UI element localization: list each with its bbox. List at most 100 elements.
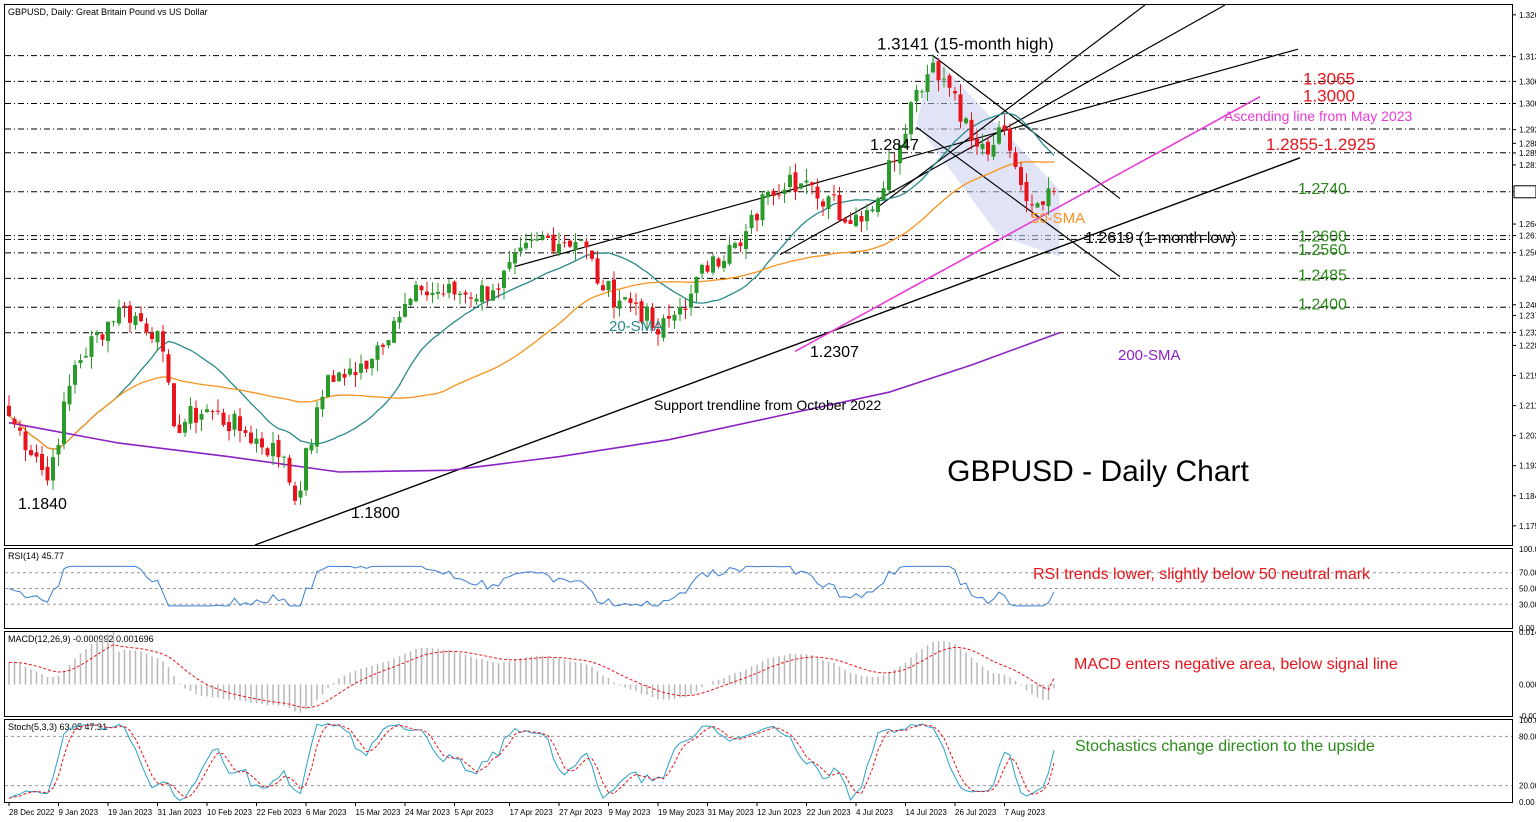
candle-body <box>909 102 913 135</box>
stoch-tick-label: 80.00 <box>1519 732 1536 741</box>
candle-body <box>452 281 457 295</box>
level-label: 1.3141 (15-month high) <box>877 35 1054 54</box>
candle-body <box>799 183 803 189</box>
candle-body <box>986 141 990 155</box>
candle-body <box>78 360 83 364</box>
candle-body <box>788 174 792 187</box>
candle-body <box>375 345 380 360</box>
candle-body <box>249 432 253 444</box>
macd-panel-frame <box>4 631 1513 717</box>
last-price-box <box>1513 185 1536 199</box>
date-tick-label: 7 Aug 2023 <box>1005 808 1046 817</box>
price-tick-label: 1.23760 <box>1519 311 1536 320</box>
candle-body <box>975 139 979 147</box>
price-tick-label: 1.24850 <box>1519 274 1536 283</box>
candle-body <box>1041 201 1045 205</box>
candle-body <box>997 127 1001 144</box>
candle-body <box>650 307 655 328</box>
candle-body <box>562 242 567 244</box>
candle-body <box>892 160 897 162</box>
date-tick-label: 19 Jan 2023 <box>108 808 153 817</box>
candle-body <box>117 307 121 324</box>
candle-body <box>606 280 611 291</box>
candle-body <box>672 314 677 321</box>
candle-body <box>590 250 594 259</box>
price-tick-label: 1.25608 <box>1519 249 1536 258</box>
candle-body <box>342 373 347 378</box>
candle-body <box>810 182 814 186</box>
candle-body <box>969 119 974 141</box>
candle-body <box>645 306 649 321</box>
candle-body <box>271 442 275 457</box>
candle-body <box>194 407 198 423</box>
level-label: 1.3065 <box>1303 69 1355 88</box>
macd-header: MACD(12,26,9) -0.000992 0.001696 <box>8 634 154 644</box>
rsi-line <box>8 565 1055 607</box>
price-axis: 1.32610 1.31378 1.30650 1.30000 1.29230 1.288… <box>1512 11 1536 531</box>
candle-body <box>881 188 886 201</box>
candle-body <box>496 288 501 290</box>
macd-tick-label: -0.008520 <box>1519 712 1536 721</box>
candle-body <box>601 285 605 291</box>
candle-body <box>337 372 341 382</box>
level-label: 1.2400 <box>1298 296 1347 313</box>
candle-body <box>1046 188 1051 207</box>
candle-body <box>485 286 490 301</box>
macd-indicator: 0.014200 0.000000 -0.008520 MACD enters neg… <box>8 628 1536 721</box>
stoch-k-line <box>8 722 1055 802</box>
price-levels <box>5 55 1512 334</box>
candle-body <box>238 416 242 431</box>
candle-body <box>386 340 391 346</box>
candle-body <box>491 290 495 301</box>
candle-body <box>106 321 110 341</box>
annotation-low-2619: 1.2619 (1-month low) <box>1085 230 1236 247</box>
rsi-tick-label: 70.00 <box>1519 569 1536 578</box>
candle-body <box>667 315 671 319</box>
date-tick-label: 12 Jun 2023 <box>757 808 802 817</box>
candle-body <box>282 456 286 458</box>
annotation-sma200: 200-SMA <box>1118 347 1181 364</box>
candle-body <box>777 194 781 196</box>
price-tick-label: 1.20220 <box>1519 432 1536 441</box>
candle-body <box>771 190 776 196</box>
date-tick-label: 27 Apr 2023 <box>559 808 603 817</box>
candle-body <box>722 261 726 268</box>
stoch-tick-label: 20.00 <box>1519 782 1536 791</box>
panel-frames <box>4 4 1513 803</box>
date-tick-label: 4 Jul 2023 <box>856 808 893 817</box>
candle-body <box>155 331 160 343</box>
rsi-panel-frame <box>4 548 1513 629</box>
candle-body <box>1052 191 1056 193</box>
candle-body <box>568 240 572 247</box>
ascending-line-may-2023 <box>794 95 1261 353</box>
candle-body <box>678 307 682 315</box>
stochastic-indicator: 100.00 80.00 20.00 0.00 Stochastics change d… <box>5 716 1536 807</box>
candle-body <box>243 430 248 433</box>
sma50-line <box>8 161 1054 450</box>
candle-body <box>689 293 693 308</box>
candle-body <box>265 448 270 456</box>
candle-body <box>991 144 996 157</box>
macd-note: MACD enters negative area, below signal … <box>1074 656 1398 673</box>
rsi-tick-label: 100.00 <box>1519 545 1536 554</box>
date-tick-label: 31 May 2023 <box>708 808 755 817</box>
price-tick-label: 1.28545 <box>1519 149 1536 158</box>
candle-body <box>474 298 479 302</box>
candle-body <box>700 264 704 274</box>
candle-body <box>656 329 660 335</box>
candle-body <box>331 375 336 382</box>
steep-channel-upper <box>879 4 1146 206</box>
candle-body <box>210 411 215 413</box>
price-tick-label: 1.28827 <box>1519 139 1536 148</box>
rsi-tick-label: 0.00 <box>1519 624 1535 633</box>
candle-body <box>199 414 204 420</box>
price-tick-label: 1.26111 <box>1519 232 1536 241</box>
stoch-panel-frame <box>4 719 1513 803</box>
annotation-high-2847: 1.2847 <box>870 137 919 154</box>
candle-body <box>958 94 963 122</box>
candle-body <box>766 191 770 198</box>
candle-body <box>133 315 138 325</box>
price-tick-label: 1.30000 <box>1519 99 1536 108</box>
macd-tick-label: 0.014200 <box>1519 628 1536 637</box>
candle-body <box>557 243 561 254</box>
